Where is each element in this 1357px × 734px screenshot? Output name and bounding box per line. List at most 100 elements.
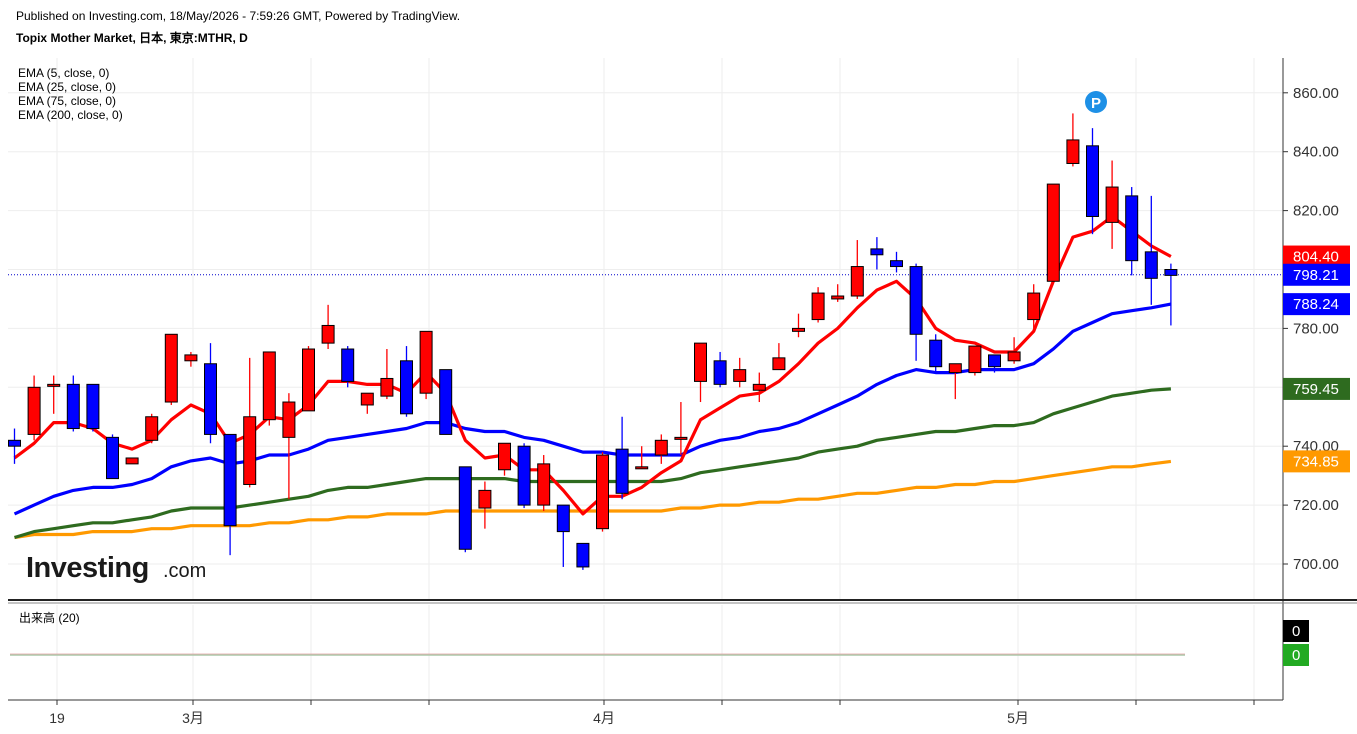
candle: [1027, 284, 1041, 329]
candle-body: [1164, 269, 1178, 276]
volume-badge: 0: [1283, 644, 1309, 666]
legend-ema75[interactable]: EMA (75, close, 0): [18, 94, 116, 108]
x-tick-label: 19: [49, 710, 65, 726]
candle-body: [674, 436, 688, 440]
candle: [458, 466, 472, 553]
candle: [243, 357, 257, 488]
candle: [27, 375, 41, 441]
volume-badge-text: 0: [1292, 647, 1300, 664]
candle-body: [772, 357, 786, 371]
x-tick-label: 3月: [182, 710, 204, 726]
candle-body: [752, 383, 766, 391]
candle: [909, 263, 923, 361]
candle: [694, 342, 707, 403]
candle: [223, 433, 237, 556]
candle: [968, 345, 982, 376]
candle: [596, 452, 609, 532]
candle: [792, 313, 805, 338]
candle-body: [811, 292, 825, 321]
candle-body: [184, 354, 198, 362]
y-tick-label: 820.00: [1293, 203, 1339, 220]
candle: [1164, 263, 1178, 326]
candle-body: [831, 295, 845, 300]
candle: [831, 284, 845, 302]
ema5-badge-bg: [1283, 245, 1350, 268]
ema-line-3: [14, 387, 1172, 540]
candle: [654, 434, 668, 464]
candle-body: [419, 330, 433, 394]
candle: [145, 413, 159, 444]
candle: [498, 442, 511, 476]
ema-lines: [8, 214, 1283, 540]
candle: [360, 392, 374, 414]
candle: [772, 343, 786, 371]
candle: [321, 304, 335, 350]
p-marker-text: P: [1091, 95, 1101, 112]
candle-body: [86, 383, 100, 430]
candle: [1086, 128, 1099, 235]
candle-body: [694, 342, 707, 382]
legend-ema200[interactable]: EMA (200, close, 0): [18, 108, 123, 122]
y-tick-label: 720.00: [1293, 497, 1339, 514]
y-tick-label: 700.00: [1293, 556, 1339, 573]
p-marker-circle[interactable]: [1085, 91, 1107, 113]
volume-badge: 0: [1283, 620, 1309, 642]
candle-body: [380, 377, 394, 397]
legend-ema5[interactable]: EMA (5, close, 0): [18, 66, 109, 80]
p-marker[interactable]: P: [1085, 91, 1107, 113]
last-close-badge-bg: [1283, 263, 1350, 286]
candle: [929, 334, 943, 373]
candle: [948, 363, 962, 400]
ema200-badge-text: 734.85: [1293, 453, 1339, 470]
indicator-legend[interactable]: EMA (5, close, 0) EMA (25, close, 0) EMA…: [18, 66, 123, 122]
candle-body: [733, 369, 747, 382]
candle: [1007, 337, 1021, 364]
candle: [870, 237, 884, 270]
ema25-badge-text: 788.24: [1293, 296, 1339, 313]
candle-body: [27, 386, 41, 435]
logo-suffix: .com: [163, 560, 206, 582]
candle-body: [654, 439, 668, 456]
candle-body: [1125, 195, 1139, 262]
candle: [811, 287, 825, 323]
volume-badge-bg: [1283, 620, 1309, 642]
volume-label: 出来高 (20): [19, 610, 80, 625]
candle: [1046, 183, 1060, 285]
candle-body: [478, 489, 492, 509]
candle: [556, 504, 570, 567]
legend-ema25[interactable]: EMA (25, close, 0): [18, 80, 116, 94]
candle-body: [106, 436, 119, 480]
candle: [890, 251, 903, 273]
candle-body: [360, 392, 374, 406]
candle-body: [498, 442, 511, 471]
candle: [8, 428, 21, 464]
candle: [439, 369, 453, 435]
candle-body: [1066, 139, 1080, 164]
last-close-badge-text: 798.21: [1293, 267, 1339, 284]
y-tick-label: 780.00: [1293, 320, 1339, 337]
candle: [713, 351, 727, 388]
candle: [752, 372, 766, 403]
candle: [262, 351, 276, 426]
ema25-badge: 788.24: [1283, 293, 1350, 316]
candle: [537, 455, 551, 511]
candle-body: [890, 260, 903, 268]
candle: [1066, 113, 1080, 167]
candle-body: [556, 504, 570, 533]
ema75-badge-bg: [1283, 377, 1350, 400]
candle-body: [8, 439, 21, 447]
ema75-badge: 759.45: [1283, 377, 1350, 400]
y-tick-label: 860.00: [1293, 85, 1339, 102]
candle-body: [576, 542, 590, 568]
candle: [1125, 187, 1139, 276]
candle-body: [1007, 351, 1021, 362]
candle: [341, 346, 355, 388]
candle: [184, 351, 198, 367]
ema75-badge-text: 759.45: [1293, 381, 1339, 398]
candle: [517, 443, 531, 509]
candle: [674, 402, 688, 456]
candle: [576, 542, 590, 570]
candle: [1144, 195, 1158, 305]
candle-body: [713, 360, 727, 385]
